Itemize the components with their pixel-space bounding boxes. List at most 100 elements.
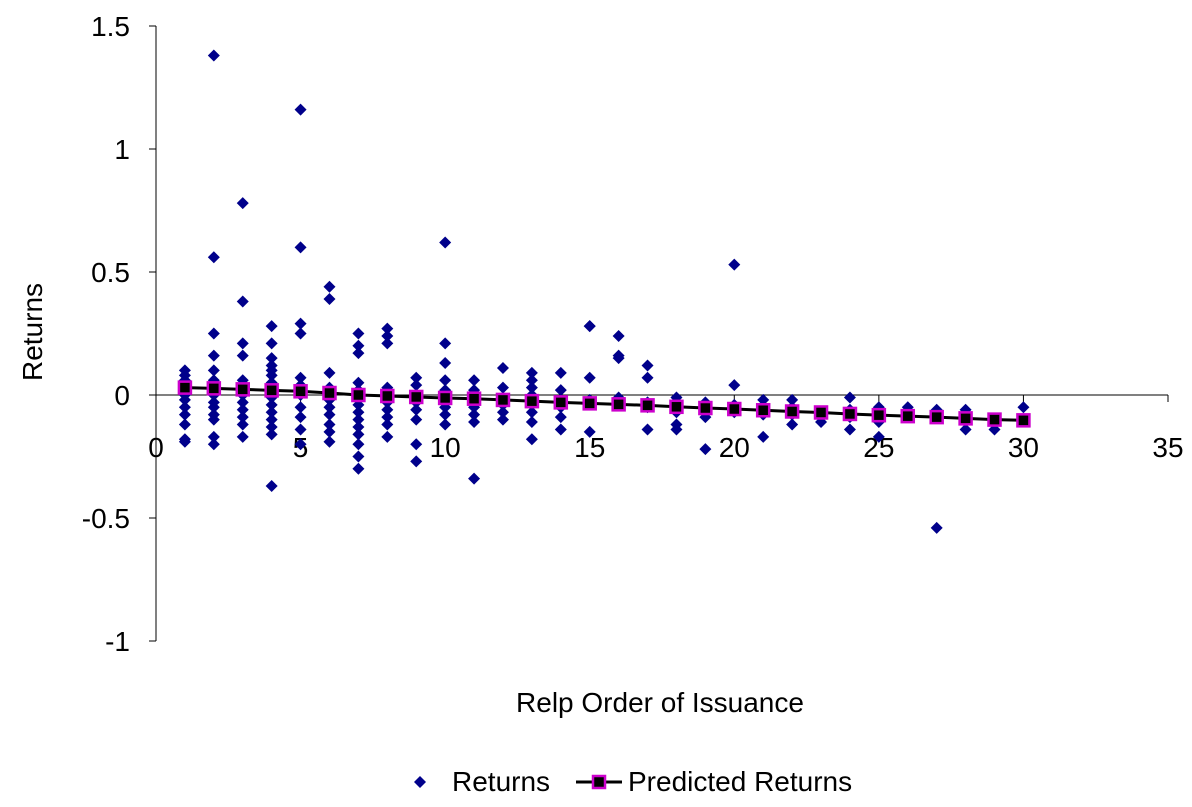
scatter-point (323, 425, 336, 438)
x-tick-label: 35 (1152, 432, 1183, 463)
predicted-point (987, 412, 1002, 427)
scatter-point (525, 416, 538, 429)
y-tick-label: 1.5 (91, 11, 130, 42)
scatter-point (352, 339, 365, 352)
scatter-point (641, 359, 654, 372)
legend-returns-marker (414, 776, 426, 788)
predicted-line-layer (177, 380, 1031, 428)
scatter-point (207, 327, 220, 340)
scatter-point (207, 401, 220, 414)
predicted-point (582, 396, 597, 411)
scatter-point (265, 352, 278, 365)
legend: Returns Predicted Returns (414, 766, 852, 797)
predicted-point (1016, 413, 1031, 428)
scatter-point (178, 435, 191, 448)
scatter-point (757, 393, 770, 406)
x-tick-label: 10 (430, 432, 461, 463)
scatter-point (178, 418, 191, 431)
predicted-point (322, 385, 337, 401)
scatter-point (265, 320, 278, 333)
scatter-point (381, 322, 394, 335)
predicted-point (524, 393, 540, 409)
predicted-point (813, 405, 829, 420)
scatter-point (496, 413, 509, 426)
predicted-point (380, 388, 395, 404)
scatter-point (381, 430, 394, 443)
scatter-point (323, 435, 336, 448)
scatter-point (583, 371, 596, 384)
scatter-point (439, 374, 452, 387)
scatter-point (207, 438, 220, 451)
scatter-point (352, 376, 365, 389)
predicted-point (698, 400, 713, 416)
scatter-point (323, 418, 336, 431)
predicted-point (553, 395, 569, 410)
scatter-point (496, 361, 509, 374)
scatter-point (525, 381, 538, 394)
scatter-point (178, 401, 191, 414)
y-tick-label: 0.5 (91, 257, 130, 288)
scatter-point (959, 423, 972, 436)
scatter-point (843, 423, 856, 436)
predicted-point (351, 387, 366, 403)
scatter-point (352, 428, 365, 441)
x-tick-label: 20 (719, 432, 750, 463)
scatter-point (381, 329, 394, 342)
scatter-point (612, 329, 625, 342)
scatter-point (641, 423, 654, 436)
scatter-point (525, 366, 538, 379)
scatter-point (323, 280, 336, 293)
predicted-point (177, 380, 193, 395)
scatter-point (294, 401, 307, 414)
scatter-point (265, 413, 278, 426)
scatter-point (439, 357, 452, 370)
predicted-line (184, 386, 1024, 422)
scatter-point (381, 403, 394, 416)
scatter-point (439, 337, 452, 350)
scatter-point (554, 411, 567, 424)
scatter-point (352, 347, 365, 360)
scatter-point (207, 49, 220, 62)
scatter-point (236, 337, 249, 350)
y-tick-label: 1 (114, 134, 130, 165)
predicted-point (784, 404, 800, 419)
scatter-point (352, 406, 365, 419)
scatter-point (265, 420, 278, 433)
scatter-point (1017, 401, 1030, 414)
scatter-point (265, 398, 278, 411)
predicted-point (206, 381, 222, 396)
scatter-point (265, 406, 278, 419)
scatter-point (381, 337, 394, 350)
predicted-point (958, 411, 973, 426)
scatter-point (352, 413, 365, 426)
predicted-point (293, 384, 308, 399)
scatter-point (294, 423, 307, 436)
predicted-point (495, 392, 511, 408)
scatter-point (294, 438, 307, 451)
scatter-point (294, 241, 307, 254)
legend-returns-label: Returns (452, 766, 550, 797)
scatter-point (612, 352, 625, 365)
predicted-point (408, 389, 424, 405)
scatter-point (323, 401, 336, 414)
scatter-point (786, 393, 799, 406)
scatter-point (323, 293, 336, 306)
scatter-point (352, 438, 365, 451)
scatter-point (236, 418, 249, 431)
predicted-point (842, 406, 858, 422)
scatter-point (410, 438, 423, 451)
scatter-point (525, 433, 538, 446)
predicted-point (900, 408, 916, 424)
predicted-point (727, 401, 742, 417)
predicted-point (755, 403, 771, 418)
scatter-point (323, 366, 336, 379)
scatter-point (265, 337, 278, 350)
scatter-point (410, 379, 423, 392)
predicted-point (929, 409, 944, 425)
scatter-point (265, 480, 278, 493)
scatter-point (381, 418, 394, 431)
scatter-point (872, 430, 885, 443)
scatter-point (323, 408, 336, 421)
scatter-point (786, 418, 799, 431)
